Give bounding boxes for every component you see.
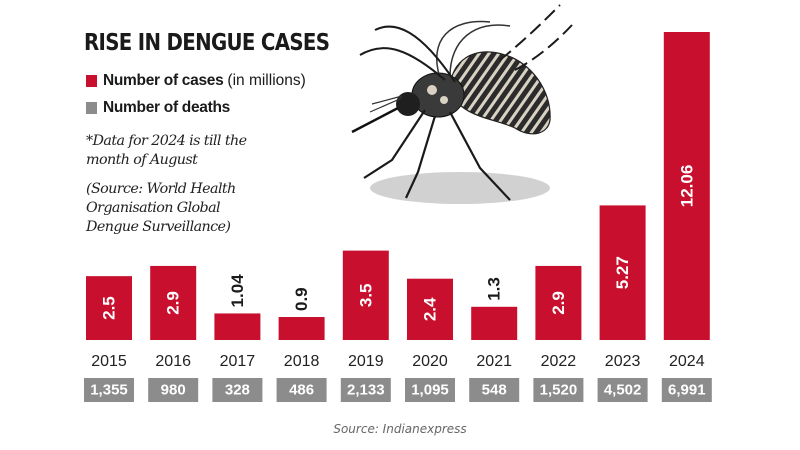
- bar-chart: 2.5 2015 1,355 2.9 2016 980 1.04 2017 328 0.9 2018…: [84, 32, 712, 402]
- death-box-2024: [661, 378, 712, 402]
- value-label-2023: 5.27: [613, 256, 632, 289]
- death-label-2016: 980: [161, 382, 186, 399]
- year-label-2016: 2016: [155, 353, 191, 370]
- legend-unit-cases: (in millions): [227, 72, 306, 89]
- death-box-2018: [276, 378, 327, 402]
- death-label-2017: 328: [225, 382, 250, 399]
- value-label-2015: 2.5: [100, 296, 119, 320]
- mosquito-icon: [351, 4, 573, 204]
- death-label-2023: 4,502: [604, 382, 642, 399]
- legend-item-deaths: Number of deaths: [86, 99, 306, 117]
- bar-cases-2018: [278, 317, 325, 340]
- death-box-2021: [469, 378, 520, 402]
- bar-cases-2019: [342, 250, 389, 340]
- value-label-2017: 1.04: [228, 274, 247, 308]
- death-label-2022: 1,520: [540, 382, 578, 399]
- death-label-2018: 486: [289, 382, 314, 399]
- death-box-2022: [533, 378, 584, 402]
- source-note: (Source: World Health Organisation Globa…: [86, 181, 236, 235]
- death-box-2020: [405, 378, 455, 402]
- legend-label-deaths: Number of deaths: [103, 99, 230, 116]
- year-label-2017: 2017: [220, 353, 256, 370]
- death-box-2015: [84, 378, 134, 402]
- year-label-2019: 2019: [348, 353, 384, 370]
- death-box-2023: [597, 378, 648, 402]
- bar-cases-2020: [407, 278, 453, 340]
- death-box-2019: [340, 378, 391, 402]
- value-label-2019: 3.5: [356, 283, 375, 307]
- death-box-2017: [212, 378, 263, 402]
- value-label-2022: 2.9: [549, 291, 568, 315]
- bar-cases-2023: [599, 205, 646, 340]
- death-label-2019: 2,133: [347, 382, 385, 399]
- chart-title: RISE IN DENGUE CASES: [84, 30, 330, 56]
- bar-cases-2015: [86, 276, 132, 340]
- legend: Number of cases (in millions) Number of …: [86, 72, 306, 126]
- bar-cases-2024: [663, 32, 710, 340]
- bar-cases-2017: [214, 313, 261, 340]
- year-label-2022: 2022: [541, 353, 577, 370]
- value-label-2020: 2.4: [421, 297, 440, 321]
- year-label-2024: 2024: [669, 353, 705, 370]
- legend-swatch-cases: [86, 75, 97, 87]
- death-label-2021: 548: [482, 382, 507, 399]
- value-label-2016: 2.9: [164, 291, 183, 315]
- year-label-2023: 2023: [605, 353, 641, 370]
- legend-label-cases: Number of cases: [103, 72, 224, 89]
- year-label-2015: 2015: [91, 353, 127, 370]
- legend-item-cases: Number of cases (in millions): [86, 72, 306, 90]
- credit: Source: Indianexpress: [333, 422, 467, 436]
- value-label-2018: 0.9: [292, 287, 311, 311]
- bar-cases-2021: [471, 306, 518, 340]
- legend-swatch-deaths: [86, 102, 97, 114]
- bar-cases-2016: [150, 265, 197, 340]
- bar-cases-2022: [535, 265, 582, 340]
- value-label-2021: 1.3: [485, 277, 504, 301]
- death-label-2015: 1,355: [90, 382, 128, 399]
- data-note: *Data for 2024 is till the month of Augu…: [86, 133, 247, 168]
- death-label-2020: 1,095: [411, 382, 449, 399]
- year-label-2021: 2021: [476, 353, 512, 370]
- value-label-2024: 12.06: [677, 165, 696, 208]
- year-label-2020: 2020: [412, 353, 448, 370]
- death-label-2024: 6,991: [668, 382, 706, 399]
- death-box-2016: [148, 378, 199, 402]
- year-label-2018: 2018: [284, 353, 320, 370]
